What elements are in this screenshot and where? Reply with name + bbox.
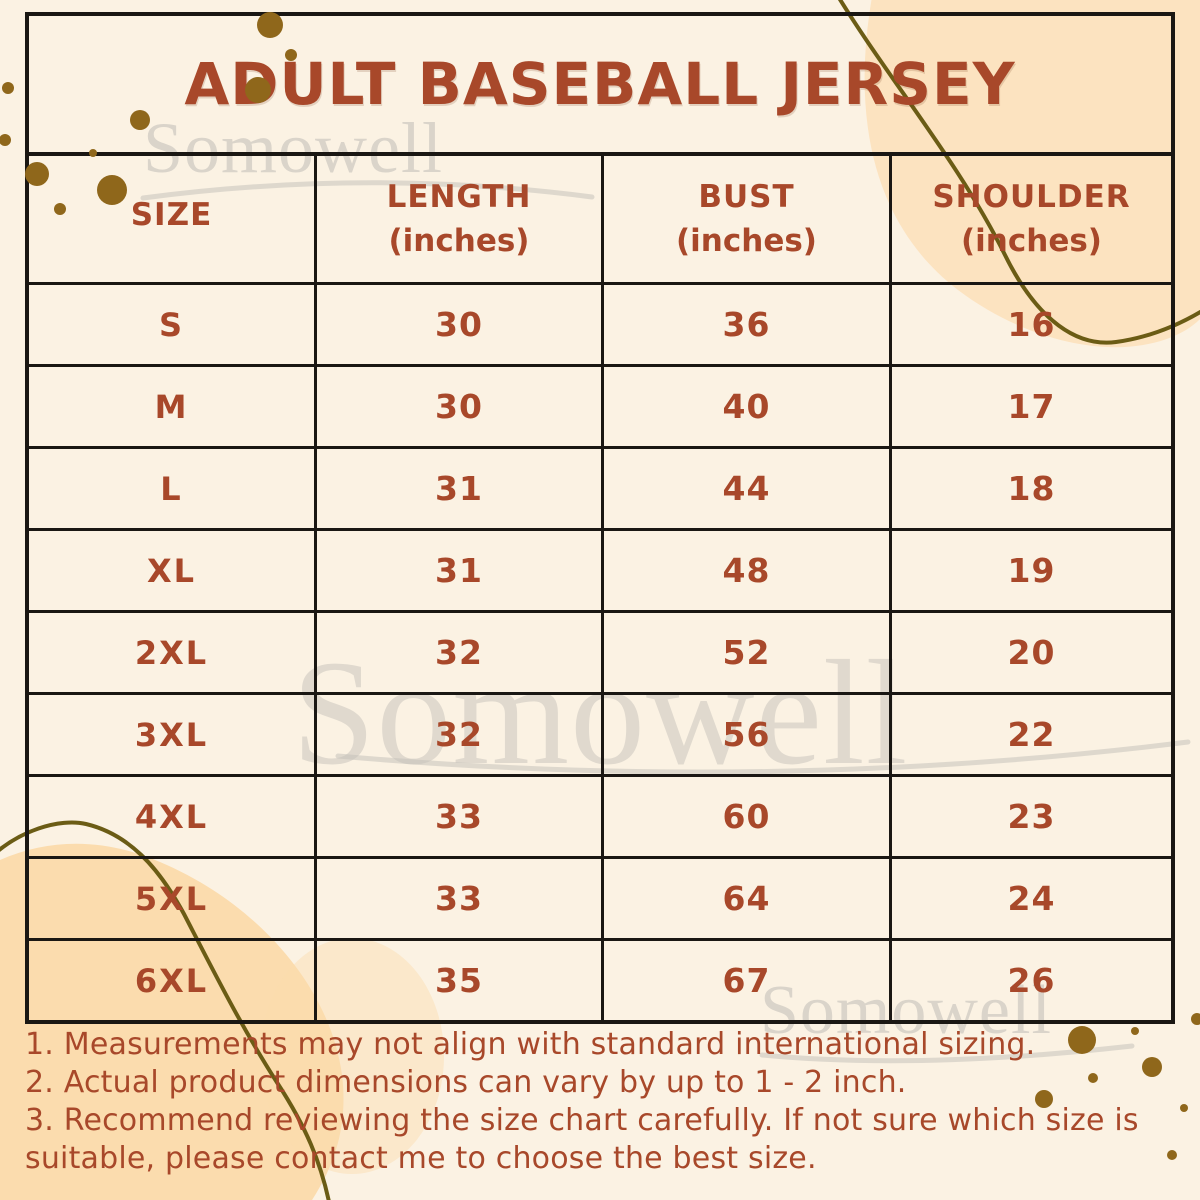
measurement-value: 16 [892,282,1171,364]
blob-bottom-left-halo [260,938,444,1174]
watermark: Somowell [292,630,909,796]
measurement-value: 19 [892,528,1171,610]
blob-top-right [864,0,1200,348]
size-chart-table: ADULT BASEBALL JERSEY SIZE LENGTH (inche… [25,12,1175,1024]
size-label: 4XL [29,774,317,856]
measurement-value: 52 [604,610,892,692]
chart-title: ADULT BASEBALL JERSEY [184,50,1016,118]
measurement-value: 48 [604,528,892,610]
header-unit: (inches) [676,223,817,259]
size-label: XL [29,528,317,610]
measurement-value: 18 [892,446,1171,528]
measurement-value: 26 [892,938,1171,1020]
size-label: L [29,446,317,528]
note-3: 3. Recommend reviewing the size chart ca… [25,1103,1139,1176]
measurement-value: 17 [892,364,1171,446]
header-unit: (inches) [388,223,530,259]
curve-line-left [0,820,331,1200]
chart-title-box: ADULT BASEBALL JERSEY [29,16,1171,156]
note-2: 2. Actual product dimensions can vary by… [25,1065,907,1100]
header-label: LENGTH [386,179,532,215]
watermark: Somowell [760,972,1052,1049]
header-label: SHOULDER [932,179,1131,215]
size-label: 2XL [29,610,317,692]
measurement-value: 67 [604,938,892,1020]
size-label: 5XL [29,856,317,938]
note-1: 1. Measurements may not align with stand… [25,1027,1036,1062]
header-shoulder: SHOULDER (inches) [892,156,1171,282]
size-label: 6XL [29,938,317,1020]
measurement-value: 24 [892,856,1171,938]
measurement-value: 32 [317,610,604,692]
size-chart-grid: SIZE LENGTH (inches) BUST (inches) SHOUL… [29,156,1171,1020]
swoosh-top [140,180,595,201]
header-bust: BUST (inches) [604,156,892,282]
size-label: 3XL [29,692,317,774]
measurement-value: 64 [604,856,892,938]
header-label: SIZE [130,197,213,233]
footer-notes: 1. Measurements may not align with stand… [25,1026,1197,1178]
measurement-value: 36 [604,282,892,364]
header-unit: (inches) [961,223,1102,259]
measurement-value: 23 [892,774,1171,856]
curve-line-right [837,0,1200,345]
measurement-value: 40 [604,364,892,446]
measurement-value: 35 [317,938,604,1020]
measurement-value: 20 [892,610,1171,692]
measurement-value: 22 [892,692,1171,774]
swoosh-center [335,739,1191,775]
measurement-value: 31 [317,528,604,610]
size-label: M [29,364,317,446]
measurement-value: 30 [317,364,604,446]
measurement-value: 44 [604,446,892,528]
watermark: Somowell [143,108,444,188]
measurement-value: 30 [317,282,604,364]
measurement-value: 31 [317,446,604,528]
header-size: SIZE [29,156,317,282]
measurement-value: 56 [604,692,892,774]
measurement-value: 33 [317,856,604,938]
size-label: S [29,282,317,364]
measurement-value: 60 [604,774,892,856]
header-label: BUST [698,179,795,215]
header-length: LENGTH (inches) [317,156,604,282]
measurement-value: 32 [317,692,604,774]
measurement-value: 33 [317,774,604,856]
